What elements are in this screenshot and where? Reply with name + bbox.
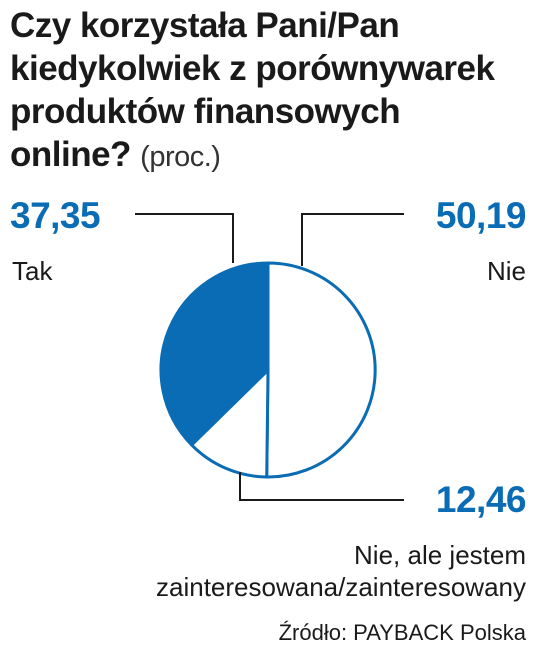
leader-line-nie bbox=[301, 213, 404, 266]
pie-slice-tak bbox=[159, 261, 270, 447]
leader-lines bbox=[135, 213, 404, 501]
legend-label-zainteresowani-line1: Nie, ale jestem bbox=[354, 540, 526, 570]
data-label-zainteresowani-value: 12,46 bbox=[435, 479, 527, 520]
leader-line-zainteresowani bbox=[239, 472, 404, 501]
chart-unit: (proc.) bbox=[140, 141, 221, 173]
pie-slice-zainteresowani bbox=[190, 368, 270, 479]
pie-slice-nie bbox=[265, 261, 377, 479]
chart-title-text: Czy korzystała Pani/Pan kiedykolwiek z p… bbox=[10, 6, 495, 174]
legend-label-tak: Tak bbox=[12, 256, 53, 286]
chart-title: Czy korzystała Pani/Pan kiedykolwiek z p… bbox=[10, 4, 526, 179]
legend-label-nie: Nie bbox=[486, 256, 526, 286]
legend-label-zainteresowani-line2: zainteresowana/zainteresowany bbox=[156, 572, 526, 602]
pie-slices bbox=[159, 261, 377, 479]
data-label-tak-value: 37,35 bbox=[10, 195, 101, 236]
source-note: Źródło: PAYBACK Polska bbox=[278, 620, 526, 645]
data-label-nie-value: 50,19 bbox=[435, 195, 527, 236]
leader-line-tak bbox=[135, 213, 234, 263]
